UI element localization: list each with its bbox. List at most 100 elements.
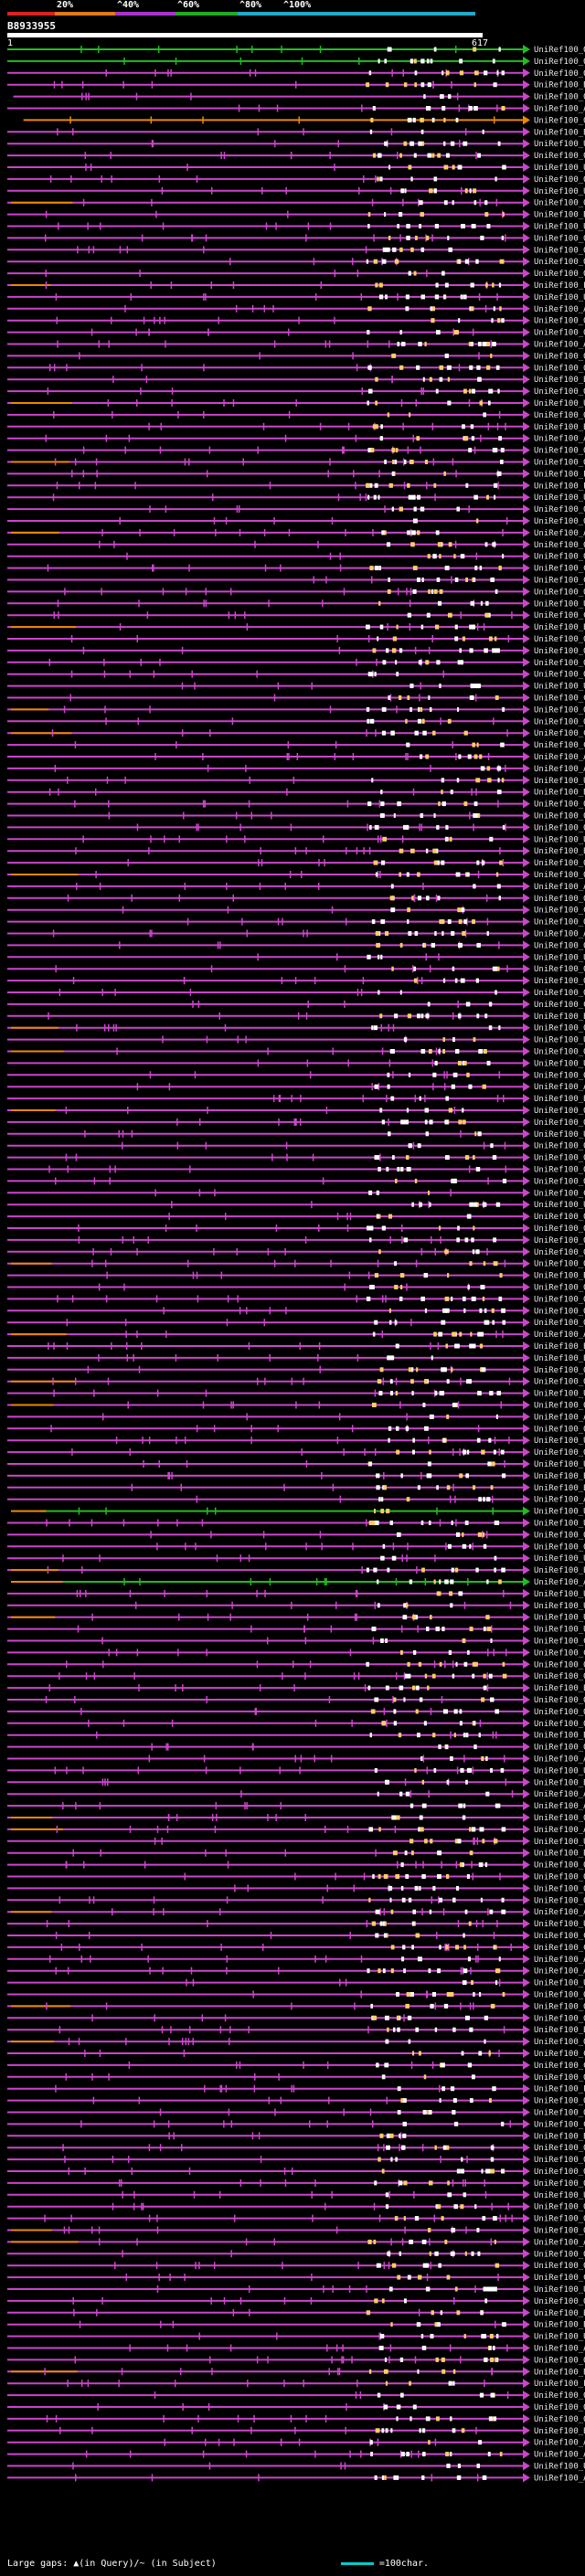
match-block <box>472 1827 476 1832</box>
match-block <box>385 2192 389 2198</box>
hit-row: UniRef100_Q2KSF4 <box>7 2107 585 2118</box>
gap-tick <box>336 1436 339 1445</box>
match-block <box>456 2310 461 2316</box>
gap-tick <box>272 304 274 313</box>
hit-arrow <box>523 1942 530 1952</box>
match-block <box>397 1167 400 1171</box>
match-block <box>473 1037 476 1043</box>
match-block <box>378 1391 383 1396</box>
gap-tick <box>144 1860 146 1869</box>
match-block <box>499 1273 503 1278</box>
match-block <box>473 188 477 194</box>
match-block <box>456 1237 460 1243</box>
gap-tick <box>129 2344 131 2352</box>
match-block <box>498 47 501 52</box>
gap-tick <box>236 505 239 514</box>
gap-tick <box>163 2414 165 2422</box>
gap-tick <box>136 1083 139 1091</box>
match-block <box>494 2416 497 2422</box>
hit-row: UniRef100_Q9FUR7 <box>7 1376 585 1387</box>
hit-row: UniRef100_B4P174 <box>7 1730 585 1741</box>
gap-tick <box>182 2403 184 2411</box>
hit-arrow <box>523 292 530 302</box>
gap-tick <box>236 46 238 53</box>
match-block <box>399 365 404 370</box>
match-block <box>417 1485 420 1490</box>
match-block <box>390 884 394 889</box>
hit-row: UniRef100_Q9UBN9 <box>7 2095 585 2106</box>
match-block <box>477 684 482 689</box>
hit-arrow <box>523 2273 530 2283</box>
hit-label: UniRef100_A8NGS1 <box>534 341 585 350</box>
hit-label: UniRef100_A7PF96 <box>534 1802 585 1811</box>
gap-tick <box>477 1955 479 1963</box>
gap-tick <box>164 2438 165 2446</box>
hit-arrow <box>523 1023 530 1033</box>
match-block <box>423 94 426 100</box>
hit-label: UniRef100_Q4O358 <box>534 246 585 255</box>
match-block <box>416 1685 420 1691</box>
gap-tick <box>207 1613 209 1621</box>
gap-tick <box>72 1849 75 1857</box>
gap-tick <box>275 1224 278 1232</box>
match-block <box>447 2192 452 2198</box>
match-block <box>462 1296 466 1301</box>
match-block <box>483 1673 486 1679</box>
gap-tick <box>206 1696 207 1703</box>
match-block <box>379 436 384 441</box>
gap-tick <box>143 1460 144 1468</box>
gap-tick <box>334 270 336 278</box>
match-block <box>441 790 443 795</box>
match-block <box>501 1308 505 1313</box>
gap-tick <box>475 2426 477 2434</box>
gap-tick <box>101 2296 103 2305</box>
gap-tick <box>105 2002 108 2010</box>
match-block <box>466 1767 470 1773</box>
gap-tick <box>106 1271 108 1279</box>
match-block <box>371 919 376 925</box>
match-block <box>412 588 417 594</box>
hit-label: UniRef100_Q0F2K2 <box>534 1814 585 1823</box>
gap-tick <box>162 1966 164 1975</box>
gap-tick <box>75 2474 77 2482</box>
hit-label: UniRef100_Q0LIB6 <box>534 1861 585 1871</box>
hit-arrow <box>523 174 530 184</box>
gap-tick <box>359 2391 362 2400</box>
match-block <box>366 2310 371 2316</box>
hit-row: UniRef100_B9FL11 <box>7 1565 585 1575</box>
gap-tick <box>148 1754 151 1763</box>
gap-tick <box>475 152 477 160</box>
gap-tick <box>120 2178 122 2187</box>
gap-tick <box>366 2285 367 2293</box>
gap-tick <box>352 1542 354 1551</box>
gap-tick <box>205 599 207 608</box>
match-block <box>478 2051 483 2056</box>
hit-label: UniRef100_Q39353 <box>534 2168 585 2177</box>
gap-tick <box>109 1165 112 1173</box>
gap-tick <box>131 1483 133 1491</box>
gap-tick <box>339 564 342 572</box>
gap-tick <box>267 2356 269 2364</box>
match-block <box>501 2121 505 2126</box>
gap-tick <box>193 2190 196 2199</box>
ruler-start-label: 1 <box>7 38 14 48</box>
match-block <box>395 1178 398 1183</box>
match-block <box>417 706 420 712</box>
gap-tick <box>153 2120 155 2128</box>
hit-row: UniRef100_UP1000... <box>7 292 585 302</box>
gap-tick <box>487 1648 489 1657</box>
hit-arrow <box>523 375 530 385</box>
gap-tick <box>239 1554 242 1563</box>
match-block <box>417 896 422 901</box>
match-block <box>414 1767 417 1773</box>
match-block <box>485 600 489 606</box>
gap-tick <box>122 2190 123 2199</box>
gap-tick <box>484 2178 485 2187</box>
hit-arrow <box>523 1506 530 1516</box>
match-block <box>434 1060 438 1065</box>
match-block <box>371 778 374 783</box>
gap-tick <box>470 1966 472 1975</box>
hit-label: UniRef100_Q9M6T7 <box>534 871 585 880</box>
gap-tick <box>71 1448 73 1457</box>
hit-label: UniRef100_Q3B599 <box>534 812 585 822</box>
